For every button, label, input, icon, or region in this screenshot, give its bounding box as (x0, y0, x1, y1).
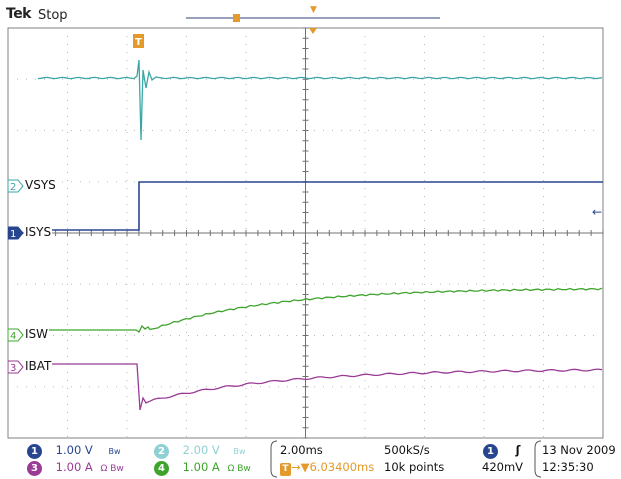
ch2-coupling: Bw (233, 447, 246, 456)
time: 12:35:30 (542, 460, 594, 474)
trigger-position-marker: ▼ (310, 5, 317, 15)
center-position-arrow (309, 28, 317, 34)
ch3-badge: 3 (27, 461, 42, 476)
acquisition-state: Stop (38, 8, 68, 23)
ch2-marker-shape: 2 (7, 179, 24, 193)
ch3-scale: 1.00 A (55, 460, 93, 474)
trigger-level: 420mV (482, 460, 524, 474)
ch4-scale: 1.00 A (182, 460, 220, 474)
ch4-label: ISW (24, 327, 50, 341)
ch2-trace (37, 59, 603, 141)
ch4-badge: 4 (154, 461, 169, 476)
ch2-readout[interactable]: 2 2.00 V Bw (154, 443, 245, 459)
ch1-marker-shape: 1 (7, 226, 24, 240)
readout-panel: 1 1.00 V Bw 3 1.00 A Ω Bw 2 2.00 V Bw 4 … (0, 439, 621, 479)
ch4-number: 4 (10, 331, 16, 342)
ch1-trace (28, 181, 603, 231)
trigger-delay-icon: T (280, 463, 291, 476)
ch4-marker-shape: 4 (7, 328, 24, 342)
date: 13 Nov 2009 (542, 443, 616, 457)
trigger-setup[interactable]: 1 ʃ (483, 443, 520, 459)
ch1-readout[interactable]: 1 1.00 V Bw (27, 443, 120, 459)
ch3-readout[interactable]: 3 1.00 A Ω Bw (27, 460, 124, 476)
ch3-label: IBAT (24, 359, 53, 373)
ch3-coupling: Ω Bw (100, 464, 124, 474)
ch2-ground-marker[interactable]: 2 (7, 178, 24, 197)
ch1-number: 1 (10, 229, 16, 240)
trigger-time-marker (133, 34, 144, 48)
ch4-ground-marker[interactable]: 4 (7, 327, 24, 346)
trigger-source-badge: 1 (483, 444, 498, 459)
trigger-delay: →▼6.03400ms (291, 460, 375, 474)
ch3-marker-shape: 3 (7, 360, 24, 374)
brand-logo: Tek (6, 6, 32, 22)
ch4-trace (28, 287, 603, 333)
ch4-coupling: Ω Bw (227, 464, 251, 474)
ch1-coupling: Bw (108, 447, 121, 456)
datetime-block-bracket (534, 440, 542, 478)
ch3-trace (28, 363, 603, 411)
ch2-badge: 2 (154, 444, 169, 459)
record-window-marker (233, 14, 240, 22)
ch3-ground-marker[interactable]: 3 (7, 359, 24, 378)
horizontal-block-bracket (270, 440, 278, 478)
ch1-ground-marker[interactable]: 1 (7, 225, 24, 244)
trigger-delay-readout[interactable]: T →▼6.03400ms (280, 460, 374, 476)
ch3-number: 3 (10, 363, 16, 374)
trigger-time-glyph: T (135, 37, 142, 48)
ch2-label: VSYS (24, 178, 57, 192)
ch1-badge: 1 (27, 444, 42, 459)
ch1-label: ISYS (24, 225, 53, 239)
sample-rate: 500kS/s (384, 443, 430, 457)
ch2-number: 2 (10, 182, 16, 193)
trigger-level-arrow: ← (592, 205, 602, 219)
graticule-grid (7, 27, 604, 439)
trigger-slope-icon: ʃ (515, 443, 521, 457)
record-length: 10k points (384, 460, 445, 474)
ch2-scale: 2.00 V (182, 443, 220, 457)
ch1-scale: 1.00 V (55, 443, 93, 457)
timebase[interactable]: 2.00ms (280, 443, 323, 457)
waveform-traces (28, 59, 603, 411)
ch4-readout[interactable]: 4 1.00 A Ω Bw (154, 460, 251, 476)
